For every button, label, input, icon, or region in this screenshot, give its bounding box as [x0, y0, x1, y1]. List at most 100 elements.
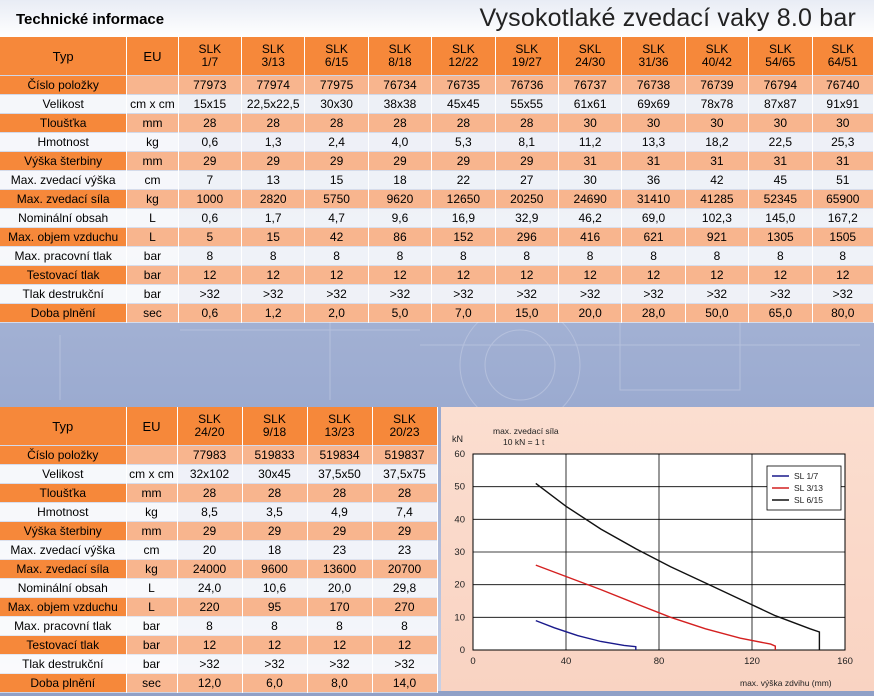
- model-size: 31/36: [638, 55, 669, 69]
- y-tick-label: 30: [454, 547, 465, 558]
- row-unit: cm x cm: [126, 464, 178, 484]
- chart-subtitle: 10 kN = 1 t: [503, 437, 545, 447]
- row-unit: cm: [126, 170, 179, 190]
- table-cell: 32x102: [177, 464, 243, 484]
- row-unit: kg: [126, 559, 178, 579]
- table-cell: 30: [621, 113, 686, 133]
- table-row: Výška šterbiny mm 29 29 29 29: [0, 521, 438, 541]
- row-unit: kg: [126, 502, 178, 522]
- table-cell: 13: [241, 170, 306, 190]
- table-cell: 22,5: [748, 132, 813, 152]
- row-label: Hmotnost: [0, 502, 127, 522]
- table-cell: 22,5x22,5: [241, 94, 306, 114]
- model-header: SLK 40/42: [685, 37, 750, 76]
- table-cell: 11,2: [558, 132, 623, 152]
- model-size: 24/20: [194, 425, 225, 439]
- table-cell: 20,0: [558, 303, 623, 323]
- x-tick-label: 80: [654, 656, 665, 667]
- table-row: Max. pracovní tlak bar 8 8 8 8: [0, 616, 438, 636]
- y-tick-label: 40: [454, 514, 465, 525]
- table-cell: 29: [431, 151, 496, 171]
- table-cell: 7: [178, 170, 243, 190]
- table-cell: 519837: [372, 445, 438, 465]
- table-row: Nominální obsah L 0,6 1,7 4,7 9,6 16,9 32,9 46,2…: [0, 208, 874, 228]
- table-cell: 76737: [558, 75, 623, 95]
- row-unit: bar: [126, 616, 178, 636]
- table-cell: 5,3: [431, 132, 496, 152]
- model-header: SLK 64/51: [812, 37, 874, 76]
- table-cell: 46,2: [558, 208, 623, 228]
- table-cell: 20: [177, 540, 243, 560]
- table-cell: >32: [304, 284, 369, 304]
- table-cell: 18,2: [685, 132, 750, 152]
- model-series: SLK: [393, 412, 416, 426]
- table-cell: 42: [304, 227, 369, 247]
- model-series: SLK: [705, 42, 729, 56]
- model-series: SLK: [261, 42, 285, 56]
- table-row: Max. objem vzduchu L 220 95 170 270: [0, 597, 438, 617]
- table-cell: 29: [368, 151, 433, 171]
- row-label: Nominální obsah: [0, 578, 127, 598]
- header-typ: Typ: [0, 407, 127, 446]
- table-cell: 9620: [368, 189, 433, 209]
- table-row: Tloušťka mm 28 28 28 28 28 28 30 30 30 30 30: [0, 113, 874, 133]
- model-series: SLK: [198, 412, 221, 426]
- table-cell: 29: [304, 151, 369, 171]
- table-row: Doba plnění sec 0,6 1,2 2,0 5,0 7,0 15,0 20,0 28,…: [0, 303, 874, 323]
- table-cell: 76736: [495, 75, 559, 95]
- table-cell: 102,3: [685, 208, 750, 228]
- row-label: Hmotnost: [0, 132, 128, 152]
- model-size: 19/27: [511, 55, 542, 69]
- main-title: Vysokotlaké zvedací vaky 8.0 bar: [479, 4, 856, 32]
- table-cell: 152: [431, 227, 496, 247]
- table-cell: >32: [242, 654, 308, 674]
- model-series: SLK: [642, 42, 665, 56]
- table-cell: 4,7: [304, 208, 369, 228]
- table-row: Velikost cm x cm 15x15 22,5x22,5 30x30 38x38 4…: [0, 94, 874, 114]
- lift-force-chart: max. zvedací síla 10 kN = 1 t kN max. vý…: [452, 426, 853, 688]
- table-cell: 77983: [177, 445, 243, 465]
- table-cell: 8: [495, 246, 559, 266]
- table-cell: 37,5x75: [372, 464, 438, 484]
- table-cell: 170: [307, 597, 373, 617]
- y-tick-label: 0: [460, 645, 465, 656]
- model-series: SLK: [515, 42, 539, 56]
- row-label: Max. zvedací síla: [0, 189, 128, 209]
- x-tick-label: 160: [837, 656, 853, 667]
- table-cell: 76738: [621, 75, 686, 95]
- table-cell: 95: [242, 597, 308, 617]
- row-unit: bar: [126, 635, 178, 655]
- model-series: SLK: [452, 42, 475, 56]
- table-cell: 12: [431, 265, 496, 285]
- table-cell: 37,5x50: [307, 464, 373, 484]
- table-cell: 24690: [558, 189, 623, 209]
- table-cell: 8: [558, 246, 623, 266]
- table-cell: 38x38: [368, 94, 433, 114]
- table-cell: 8: [242, 616, 308, 636]
- row-label: Číslo položky: [0, 75, 128, 95]
- row-unit: L: [126, 597, 178, 617]
- chart-panel: max. zvedací síla 10 kN = 1 t kN max. vý…: [441, 407, 874, 691]
- row-unit: sec: [126, 673, 178, 693]
- table-cell: 29: [178, 151, 243, 171]
- table-cell: 1000: [178, 189, 243, 209]
- model-size: 8/18: [388, 55, 412, 69]
- row-unit: kg: [126, 189, 179, 209]
- table-cell: 22: [431, 170, 496, 190]
- model-header: SLK 20/23: [372, 407, 438, 446]
- table-cell: 8: [368, 246, 433, 266]
- table-cell: 15: [241, 227, 306, 247]
- table-cell: 65,0: [748, 303, 813, 323]
- table-cell: 28: [368, 113, 433, 133]
- table-cell: 1,2: [241, 303, 306, 323]
- model-series: SLK: [328, 412, 351, 426]
- model-size: 9/18: [262, 425, 287, 439]
- legend-entry: SL 3/13: [794, 483, 823, 493]
- table-cell: 12: [368, 265, 433, 285]
- table-cell: 30: [812, 113, 874, 133]
- table-cell: 42: [685, 170, 750, 190]
- row-unit: L: [126, 578, 178, 598]
- table-cell: 45x45: [431, 94, 496, 114]
- table-cell: 1305: [748, 227, 813, 247]
- row-label: Výška šterbiny: [0, 151, 128, 171]
